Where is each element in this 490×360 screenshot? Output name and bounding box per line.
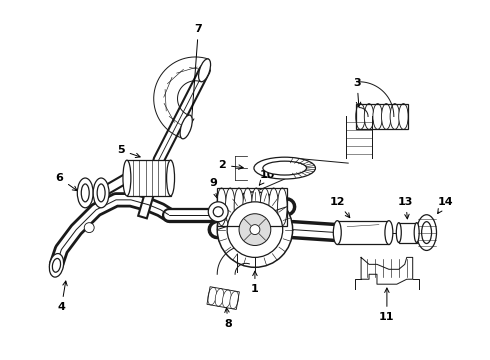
Ellipse shape [414,223,419,243]
Text: 5: 5 [117,145,140,158]
Text: 14: 14 [438,197,453,213]
Ellipse shape [97,184,105,202]
Ellipse shape [49,253,64,277]
Ellipse shape [217,188,226,226]
Ellipse shape [251,188,261,226]
Circle shape [217,192,293,267]
Bar [127,160,171,196]
Ellipse shape [385,221,393,244]
Text: 1: 1 [251,271,259,294]
Text: 7: 7 [190,24,202,123]
Bar [399,223,416,243]
Text: 8: 8 [224,308,232,329]
Ellipse shape [269,188,278,226]
Text: 4: 4 [57,281,67,312]
Bar [207,287,240,310]
Circle shape [250,225,260,235]
Ellipse shape [93,178,109,208]
Ellipse shape [208,287,217,305]
Ellipse shape [390,104,399,129]
Ellipse shape [198,59,211,82]
Bar [337,221,389,244]
Text: 6: 6 [55,173,77,191]
Ellipse shape [396,223,401,243]
Ellipse shape [260,188,270,226]
Polygon shape [361,257,413,284]
Ellipse shape [333,221,341,244]
Ellipse shape [373,104,382,129]
Circle shape [84,223,94,233]
Ellipse shape [356,104,365,129]
Text: 10: 10 [259,170,275,185]
Text: 12: 12 [330,197,350,218]
Circle shape [213,207,223,217]
Circle shape [239,214,271,246]
Text: 11: 11 [379,288,394,322]
Text: 9: 9 [209,178,218,198]
Ellipse shape [243,188,252,226]
Text: 3: 3 [353,78,361,107]
Ellipse shape [77,178,93,208]
Circle shape [227,202,283,257]
Ellipse shape [399,104,408,129]
Ellipse shape [277,188,287,226]
Text: 13: 13 [398,197,414,219]
Ellipse shape [416,215,437,251]
Ellipse shape [123,160,131,196]
Ellipse shape [167,160,174,196]
Circle shape [208,202,228,222]
Ellipse shape [254,157,316,179]
Ellipse shape [52,258,61,272]
Bar [356,104,408,129]
Ellipse shape [382,104,391,129]
Ellipse shape [421,222,432,243]
Ellipse shape [230,291,239,309]
Ellipse shape [364,104,374,129]
Ellipse shape [215,289,224,306]
Ellipse shape [263,161,307,175]
Ellipse shape [81,184,89,202]
Text: 2: 2 [219,160,243,170]
Ellipse shape [180,115,192,139]
Bar [217,188,287,226]
Ellipse shape [234,188,244,226]
Ellipse shape [225,188,235,226]
Ellipse shape [222,290,231,307]
